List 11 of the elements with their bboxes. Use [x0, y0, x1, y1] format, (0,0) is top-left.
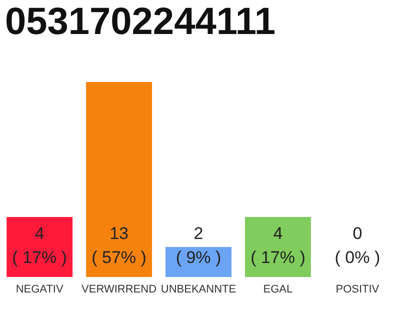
data-label: 4 ( 17% ): [250, 224, 306, 267]
data-label: 4 ( 17% ): [12, 224, 67, 267]
chart-title: 0531702244111: [5, 1, 276, 43]
data-label: 2 ( 9% ): [176, 224, 222, 267]
x-tick-label: VERWIRREND: [82, 284, 157, 296]
data-label: 13 ( 57% ): [92, 224, 146, 267]
x-tick-label: EGAL: [263, 284, 293, 296]
data-label: 0 ( 0% ): [334, 224, 380, 267]
x-tick-label: UNBEKANNTE: [160, 284, 236, 296]
x-tick-label: NEGATIV: [16, 284, 64, 296]
x-tick-label: POSITIV: [336, 284, 380, 296]
